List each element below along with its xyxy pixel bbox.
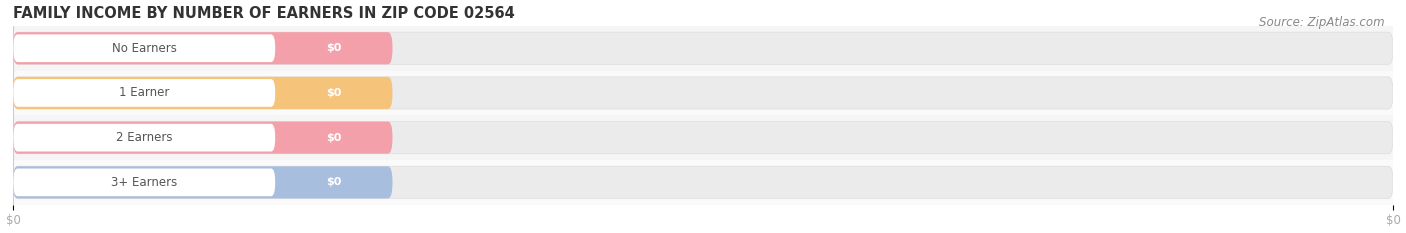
FancyBboxPatch shape [13, 79, 276, 107]
Bar [13, 71, 1393, 115]
FancyBboxPatch shape [13, 122, 392, 154]
Text: 1 Earner: 1 Earner [120, 86, 169, 99]
Text: $0: $0 [326, 43, 342, 53]
Text: Source: ZipAtlas.com: Source: ZipAtlas.com [1260, 16, 1385, 29]
FancyBboxPatch shape [13, 166, 1393, 199]
Text: $0: $0 [326, 88, 342, 98]
Text: 3+ Earners: 3+ Earners [111, 176, 177, 189]
Text: $0: $0 [326, 177, 342, 187]
FancyBboxPatch shape [13, 122, 1393, 154]
FancyBboxPatch shape [13, 32, 1393, 64]
FancyBboxPatch shape [13, 32, 392, 64]
FancyBboxPatch shape [13, 168, 276, 196]
Text: $0: $0 [326, 133, 342, 143]
Text: 2 Earners: 2 Earners [115, 131, 173, 144]
FancyBboxPatch shape [13, 124, 276, 151]
Bar [13, 115, 1393, 160]
FancyBboxPatch shape [13, 34, 276, 62]
FancyBboxPatch shape [13, 166, 392, 199]
Text: No Earners: No Earners [111, 42, 177, 55]
FancyBboxPatch shape [13, 77, 1393, 109]
Bar [13, 26, 1393, 71]
Text: FAMILY INCOME BY NUMBER OF EARNERS IN ZIP CODE 02564: FAMILY INCOME BY NUMBER OF EARNERS IN ZI… [13, 6, 515, 21]
FancyBboxPatch shape [13, 77, 392, 109]
Bar [13, 160, 1393, 205]
